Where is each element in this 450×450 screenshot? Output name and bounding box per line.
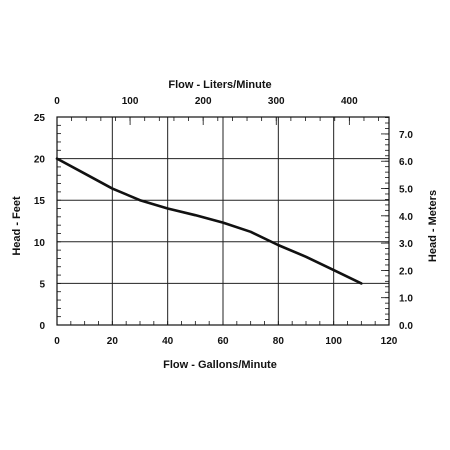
y-tick-label: 15 [34, 196, 46, 207]
series-line [55, 157, 363, 285]
x-axis-title: Flow - Gallons/Minute [163, 359, 277, 371]
x-tick-label: 40 [162, 336, 174, 347]
right-axis-title: Head - Meters [427, 190, 439, 262]
right-tick-label: 0.0 [399, 321, 413, 332]
y-tick-label: 5 [39, 279, 45, 290]
right-tick-label: 5.0 [399, 185, 413, 196]
top-tick-label: 400 [341, 96, 358, 107]
top-tick-label: 200 [195, 96, 212, 107]
grid-layer [56, 116, 390, 326]
y-tick-label: 10 [34, 238, 46, 249]
x-tick-label: 0 [54, 336, 60, 347]
top-tick-label: 300 [268, 96, 285, 107]
x-tick-label: 60 [217, 336, 229, 347]
y-tick-label: 0 [39, 321, 45, 332]
series-layer [55, 157, 363, 285]
right-tick-label: 2.0 [399, 266, 413, 277]
tick-label-layer: 0 20 40 60 80 100 120 0 5 10 15 20 25 0 100 200 300 400 0.… [34, 96, 413, 347]
right-tick-label: 4.0 [399, 212, 413, 223]
x-tick-label: 80 [273, 336, 285, 347]
plot-frame [56, 116, 390, 326]
right-tick-label: 1.0 [399, 294, 413, 305]
top-tick-label: 100 [122, 96, 139, 107]
x-tick-label: 120 [381, 336, 398, 347]
right-tick-label: 7.0 [399, 130, 413, 141]
top-axis-title: Flow - Liters/Minute [168, 79, 271, 91]
y-tick-label: 25 [34, 113, 46, 124]
y-tick-label: 20 [34, 155, 46, 166]
top-tick-label: 0 [54, 96, 60, 107]
right-tick-label: 6.0 [399, 157, 413, 168]
x-tick-label: 100 [325, 336, 342, 347]
y-axis-title: Head - Feet [11, 196, 23, 256]
x-tick-label: 20 [107, 336, 119, 347]
right-tick-label: 3.0 [399, 239, 413, 250]
